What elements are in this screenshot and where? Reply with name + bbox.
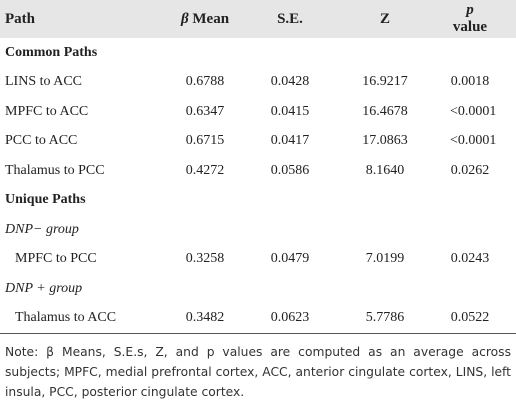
section-row: Common Paths — [0, 38, 516, 68]
value-cell: 0.0522 — [450, 303, 516, 334]
header-cell: S.E. — [260, 0, 320, 38]
value-cell: 0.0586 — [270, 162, 310, 178]
data-row: Thalamus to ACC 0.3482 0.0623 5.7786 0.0522 — [0, 303, 516, 334]
value-cell: 0.4272 — [185, 162, 225, 178]
section-title: Unique Paths — [5, 192, 86, 208]
header-cell: β Mean — [150, 0, 260, 38]
path-cell: MPFC to ACC — [5, 103, 89, 119]
value-cell: 0.0479 — [270, 251, 310, 267]
value-cell: 0.0417 — [270, 133, 310, 149]
value-cell: 8.1640 — [365, 162, 405, 178]
path-cell: MPFC to PCC — [15, 251, 97, 267]
header-cell: Path — [0, 0, 150, 38]
section-title: Common Paths — [5, 44, 98, 60]
header-cell: Z — [320, 0, 450, 38]
header-label: S.E. — [277, 10, 303, 27]
data-row: Thalamus to PCC 0.4272 0.0586 8.1640 0.0262 — [0, 156, 516, 186]
group-title: DNP + group — [5, 280, 83, 296]
value-cell: 0.6715 — [185, 133, 225, 149]
table-note: Note: β Means, S.E.s, Z, and p values ar… — [5, 345, 511, 399]
data-row: MPFC to PCC 0.3258 0.0479 7.0199 0.0243 — [0, 245, 516, 275]
value-cell: 0.6347 — [185, 103, 225, 119]
table-body: Common Paths LINS to ACC 0.6788 0.0428 16.92… — [0, 38, 516, 334]
data-row: LINS to ACC 0.6788 0.0428 16.9217 0.0018 — [0, 68, 516, 98]
value-cell: 16.9217 — [362, 74, 408, 90]
value-cell: 5.7786 — [320, 303, 450, 334]
path-cell: Thalamus to ACC — [0, 303, 150, 334]
path-cell: Thalamus to PCC — [5, 162, 105, 178]
value-cell: <0.0001 — [450, 103, 497, 119]
value-cell: 7.0199 — [365, 251, 405, 267]
value-cell: 16.4678 — [362, 103, 408, 119]
group-row: DNP + group — [0, 274, 516, 304]
value-cell: 0.0415 — [270, 103, 310, 119]
group-row: DNP− group — [0, 215, 516, 245]
group-title: DNP− group — [5, 221, 79, 237]
value-cell: 17.0863 — [362, 133, 408, 149]
value-cell: 0.0243 — [450, 251, 490, 267]
value-cell: 0.3482 — [150, 303, 260, 334]
value-cell: 0.0262 — [450, 162, 490, 178]
path-cell: PCC to ACC — [5, 133, 78, 149]
data-row: MPFC to ACC 0.6347 0.0415 16.4678 <0.0001 — [0, 97, 516, 127]
value-cell: 0.0428 — [270, 74, 310, 90]
header-label: value — [452, 19, 488, 35]
header-symbol: p — [466, 2, 474, 18]
header-label: Mean — [192, 10, 230, 27]
header-label: Z — [379, 10, 390, 27]
value-cell: <0.0001 — [450, 133, 497, 149]
header-symbol: β — [180, 10, 189, 27]
header-cell: p value — [450, 0, 516, 38]
data-row: PCC to ACC 0.6715 0.0417 17.0863 <0.0001 — [0, 127, 516, 157]
value-cell: 0.6788 — [185, 74, 225, 90]
value-cell: 0.0018 — [450, 74, 490, 90]
header-label: Path — [5, 10, 35, 27]
value-cell: 0.0623 — [260, 303, 320, 334]
section-row: Unique Paths — [0, 186, 516, 216]
path-cell: LINS to ACC — [5, 74, 83, 90]
value-cell: 0.3258 — [185, 251, 225, 267]
